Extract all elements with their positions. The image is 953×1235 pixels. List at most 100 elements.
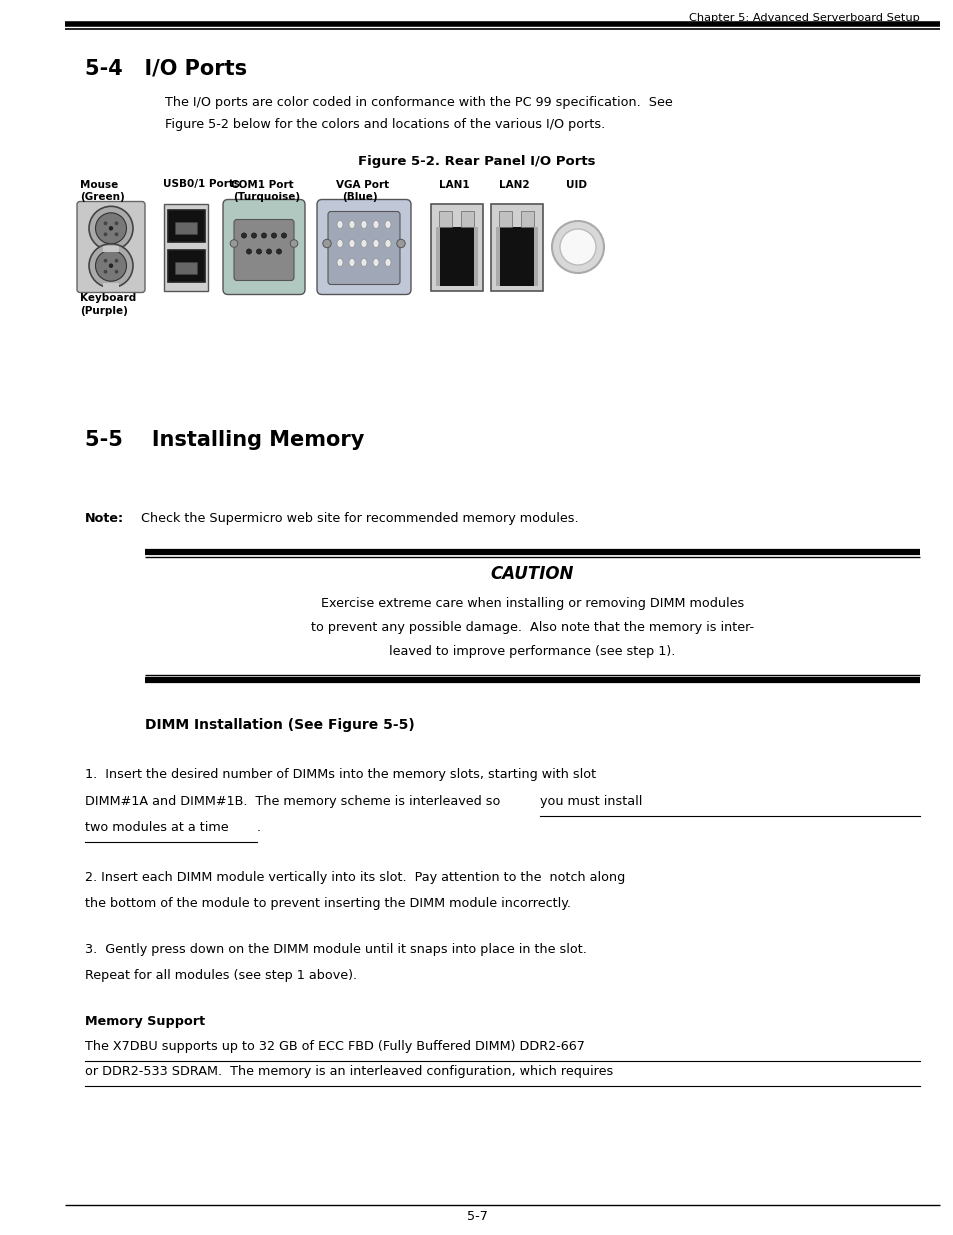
Circle shape [104,269,108,274]
Text: 2. Insert each DIMM module vertically into its slot.  Pay attention to the  notc: 2. Insert each DIMM module vertically in… [85,871,624,884]
Ellipse shape [373,258,378,267]
Ellipse shape [349,240,355,247]
Circle shape [109,226,113,231]
Circle shape [109,264,112,268]
Circle shape [114,269,118,274]
Text: Figure 5-2. Rear Panel I/O Ports: Figure 5-2. Rear Panel I/O Ports [358,156,595,168]
Text: VGA Port: VGA Port [335,179,389,189]
Bar [498,210,512,226]
Circle shape [246,249,252,254]
Text: (Turquoise): (Turquoise) [233,193,300,203]
Ellipse shape [336,258,343,267]
Ellipse shape [349,221,355,228]
Text: Exercise extreme care when installing or removing DIMM modules: Exercise extreme care when installing or… [320,597,743,610]
Text: Chapter 5: Advanced Serverboard Setup: Chapter 5: Advanced Serverboard Setup [688,14,919,23]
Bar [438,210,452,226]
Ellipse shape [385,221,391,228]
Bar [460,210,474,226]
Text: (Green): (Green) [80,193,125,203]
FancyBboxPatch shape [328,211,399,284]
Ellipse shape [385,240,391,247]
Circle shape [95,212,127,243]
Text: USB0/1 Ports: USB0/1 Ports [163,179,240,189]
Ellipse shape [373,221,378,228]
FancyBboxPatch shape [491,204,542,290]
Text: The I/O ports are color coded in conformance with the PC 99 specification.  See: The I/O ports are color coded in conform… [165,96,672,109]
Bar [174,222,196,235]
Text: 5-5    Installing Memory: 5-5 Installing Memory [85,430,364,450]
Text: or DDR2-533 SDRAM.  The memory is an interleaved configuration, which requires: or DDR2-533 SDRAM. The memory is an inte… [85,1065,613,1078]
Circle shape [114,259,118,263]
Ellipse shape [360,258,367,267]
Text: LAN1: LAN1 [438,179,469,189]
Circle shape [104,221,108,225]
Text: DIMM#1A and DIMM#1B.  The memory scheme is interleaved so: DIMM#1A and DIMM#1B. The memory scheme i… [85,794,504,808]
FancyBboxPatch shape [223,200,305,294]
Ellipse shape [385,258,391,267]
Bar [174,262,196,274]
Text: Memory Support: Memory Support [85,1015,205,1028]
Ellipse shape [336,240,343,247]
Circle shape [114,232,118,236]
Text: Figure 5-2 below for the colors and locations of the various I/O ports.: Figure 5-2 below for the colors and loca… [165,119,604,131]
Ellipse shape [360,240,367,247]
Ellipse shape [360,221,367,228]
Text: Check the Supermicro web site for recommended memory modules.: Check the Supermicro web site for recomm… [137,513,578,525]
Text: (Purple): (Purple) [80,305,128,315]
FancyBboxPatch shape [77,201,145,293]
Circle shape [559,228,596,266]
Bar [103,283,119,289]
Circle shape [109,263,113,268]
Text: 3.  Gently press down on the DIMM module until it snaps into place in the slot.: 3. Gently press down on the DIMM module … [85,944,586,956]
Text: UID: UID [565,179,586,189]
FancyBboxPatch shape [168,210,204,242]
Text: (Blue): (Blue) [341,193,377,203]
FancyBboxPatch shape [431,204,482,290]
Circle shape [271,233,276,238]
Text: 1.  Insert the desired number of DIMMs into the memory slots, starting with slot: 1. Insert the desired number of DIMMs in… [85,768,596,781]
Text: Repeat for all modules (see step 1 above).: Repeat for all modules (see step 1 above… [85,969,356,983]
Bar [474,226,477,285]
Text: COM1 Port: COM1 Port [231,179,294,189]
Bar [496,226,499,285]
Circle shape [95,251,127,282]
Text: leaved to improve performance (see step 1).: leaved to improve performance (see step … [389,645,675,658]
FancyBboxPatch shape [164,204,208,290]
Text: 5-7: 5-7 [466,1210,487,1223]
Circle shape [281,233,286,238]
Text: CAUTION: CAUTION [490,564,574,583]
Text: Mouse: Mouse [80,179,118,189]
Text: Note:: Note: [85,513,124,525]
Ellipse shape [373,240,378,247]
Circle shape [266,249,272,254]
Text: The X7DBU supports up to 32 GB of ECC FBD (Fully Buffered DIMM) DDR2-667: The X7DBU supports up to 32 GB of ECC FB… [85,1040,584,1053]
Circle shape [241,233,246,238]
Text: two modules at a time: two modules at a time [85,821,229,834]
Circle shape [290,240,297,247]
Bar [436,226,439,285]
Bar [437,226,476,285]
Bar [103,246,119,252]
Bar [534,226,537,285]
Circle shape [552,221,603,273]
Bar [520,210,534,226]
Circle shape [261,233,266,238]
Text: you must install: you must install [539,794,641,808]
Text: LAN2: LAN2 [498,179,529,189]
FancyBboxPatch shape [168,249,204,282]
Text: Keyboard: Keyboard [80,293,136,303]
Circle shape [396,240,405,248]
Circle shape [256,249,261,254]
FancyBboxPatch shape [316,200,411,294]
Ellipse shape [336,221,343,228]
Circle shape [230,240,237,247]
Text: DIMM Installation (See Figure 5-5): DIMM Installation (See Figure 5-5) [145,718,415,732]
Circle shape [104,259,108,263]
Bar [497,226,536,285]
Circle shape [276,249,281,254]
Ellipse shape [349,258,355,267]
Circle shape [89,206,132,251]
FancyBboxPatch shape [233,220,294,280]
Text: to prevent any possible damage.  Also note that the memory is inter-: to prevent any possible damage. Also not… [311,621,753,634]
Circle shape [89,243,132,288]
